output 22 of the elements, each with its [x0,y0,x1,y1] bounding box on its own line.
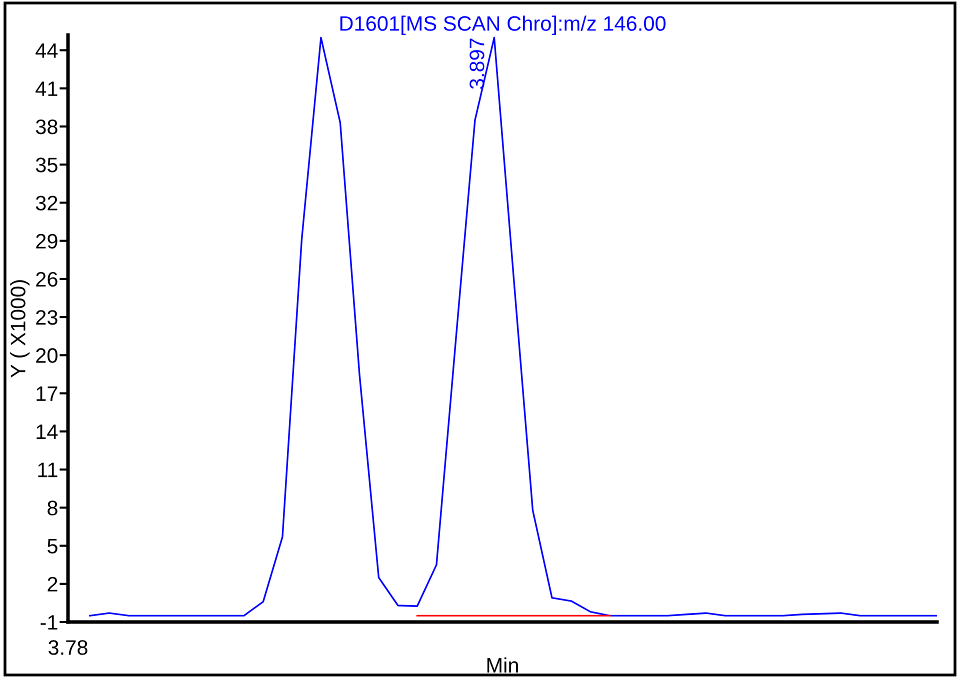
annotation: 3.897 [470,38,484,89]
y-tick-label: 38 [36,119,58,134]
y-axis-title: Y ( X1000) [10,280,30,378]
x-axis-title: Min [487,657,518,673]
y-tick-label: 26 [36,272,58,287]
y-tick-label: 5 [48,538,58,554]
y-tick-label: 17 [36,386,58,401]
y-tick-label: 11 [38,462,58,478]
text: 3.78 [48,640,88,655]
y-tick-label: 35 [36,158,58,172]
y-tick-label: 41 [36,82,58,96]
line-series [89,36,937,616]
y-tick-label: 20 [36,348,58,363]
y-tick-label: -1 [40,615,58,630]
chart-title: D1601[MS SCAN Chro]:m/z 146.00 [340,16,666,35]
y-tick-label: 14 [36,424,58,439]
y-tick-label: 44 [36,43,58,58]
y-tick-label: 29 [36,234,58,249]
y-tick-label: 2 [48,576,58,592]
y-tick-label: 32 [36,196,58,210]
y-tick-label: 8 [48,500,58,516]
y-tick-label: 23 [36,310,58,325]
